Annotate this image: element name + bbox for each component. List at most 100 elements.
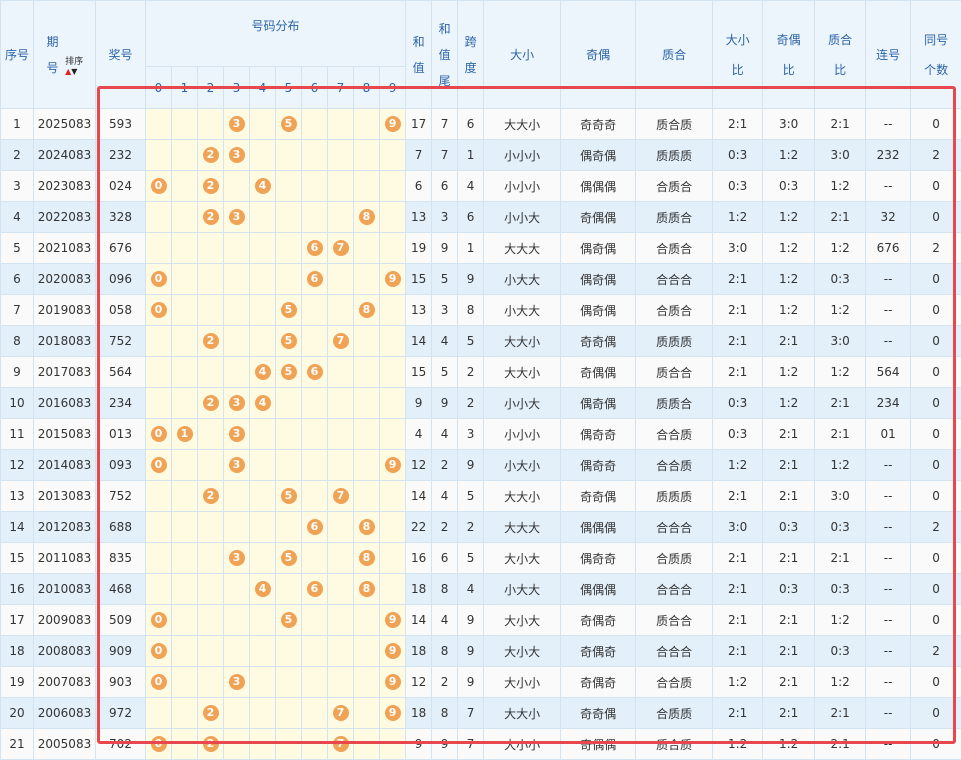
table-cell: --	[866, 481, 911, 512]
distribution-cell	[328, 264, 354, 295]
table-cell: 奇奇奇	[561, 109, 636, 140]
table-cell: 偶奇偶	[561, 264, 636, 295]
table-cell: 2:1	[815, 388, 866, 419]
table-cell: 2:1	[763, 450, 815, 481]
table-cell: 3:0	[815, 140, 866, 171]
table-cell: 大小大	[484, 636, 561, 667]
distribution-cell	[328, 543, 354, 574]
table-cell: 偶偶偶	[561, 512, 636, 543]
table-cell: 0	[911, 698, 961, 729]
number-ball: 3	[229, 550, 245, 566]
distribution-cell	[380, 512, 406, 543]
distribution-cell	[172, 388, 198, 419]
number-ball: 8	[359, 581, 375, 597]
table-cell: 5	[432, 264, 458, 295]
table-cell: 2011083	[34, 543, 96, 574]
distribution-cell: 2	[198, 481, 224, 512]
table-cell: 0:3	[713, 419, 763, 450]
distribution-cell: 7	[328, 481, 354, 512]
table-cell: 21	[1, 729, 34, 760]
number-ball: 4	[255, 581, 271, 597]
number-ball: 2	[203, 333, 219, 349]
table-cell: 2:1	[713, 605, 763, 636]
table-cell: 0	[911, 326, 961, 357]
header-cell[interactable]: 期号排序▲▼	[34, 1, 96, 109]
table-cell: 合质质	[636, 698, 713, 729]
table-cell: --	[866, 729, 911, 760]
distribution-cell	[172, 450, 198, 481]
distribution-cell	[380, 140, 406, 171]
table-cell: 2017083	[34, 357, 96, 388]
table-cell: 0	[911, 295, 961, 326]
table-cell: 质质合	[636, 202, 713, 233]
table-cell: 18	[406, 636, 432, 667]
distribution-cell	[146, 357, 172, 388]
distribution-cell: 3	[224, 140, 250, 171]
number-ball: 3	[229, 209, 245, 225]
distribution-cell: 5	[276, 357, 302, 388]
table-cell: 18	[406, 574, 432, 605]
distribution-cell	[146, 326, 172, 357]
header-text: 期号	[46, 29, 59, 81]
table-cell: 2:1	[713, 481, 763, 512]
distribution-cell	[276, 698, 302, 729]
table-cell: 14	[406, 481, 432, 512]
table-cell: 质合质	[636, 109, 713, 140]
distribution-cell: 5	[276, 543, 302, 574]
distribution-cell	[224, 605, 250, 636]
table-cell: 2	[911, 233, 961, 264]
table-cell: 7	[432, 140, 458, 171]
table-cell: 5	[458, 326, 484, 357]
table-cell: 2014083	[34, 450, 96, 481]
table-cell: 2:1	[713, 109, 763, 140]
header-cell: 奇偶比	[763, 1, 815, 109]
distribution-cell	[198, 574, 224, 605]
digit-header: 7	[328, 67, 354, 109]
table-cell: --	[866, 171, 911, 202]
number-ball: 0	[151, 178, 167, 194]
table-cell: 质质质	[636, 140, 713, 171]
table-cell: 0	[911, 388, 961, 419]
number-ball: 2	[203, 736, 219, 752]
sort-button[interactable]: 排序▲▼	[65, 57, 83, 67]
table-cell: 22	[406, 512, 432, 543]
distribution-cell	[224, 295, 250, 326]
distribution-cell	[276, 636, 302, 667]
distribution-cell	[276, 202, 302, 233]
table-cell: 0:3	[815, 636, 866, 667]
distribution-cell	[146, 574, 172, 605]
table-cell: 909	[96, 636, 146, 667]
table-cell: 2007083	[34, 667, 96, 698]
table-cell: 0:3	[815, 264, 866, 295]
header-cell: 同号个数	[911, 1, 961, 109]
table-cell: 2016083	[34, 388, 96, 419]
distribution-cell	[302, 171, 328, 202]
table-cell: 0:3	[763, 574, 815, 605]
distribution-cell	[276, 388, 302, 419]
table-cell: 奇奇偶	[561, 326, 636, 357]
table-cell: 奇偶偶	[561, 357, 636, 388]
number-ball: 5	[281, 116, 297, 132]
sort-arrows: ▲▼	[65, 67, 77, 76]
table-cell: 12	[406, 667, 432, 698]
table-cell: 2:1	[763, 326, 815, 357]
distribution-cell	[380, 171, 406, 202]
distribution-cell	[224, 636, 250, 667]
table-cell: 2:1	[713, 636, 763, 667]
table-cell: 小小大	[484, 388, 561, 419]
table-cell: 6	[1, 264, 34, 295]
table-cell: 2:1	[763, 667, 815, 698]
header-cell: 和值尾	[432, 1, 458, 109]
table-cell: 1:2	[815, 171, 866, 202]
table-cell: 小大小	[484, 450, 561, 481]
distribution-cell: 0	[146, 605, 172, 636]
table-cell: 3	[432, 295, 458, 326]
table-cell: --	[866, 264, 911, 295]
table-cell: 8	[432, 636, 458, 667]
